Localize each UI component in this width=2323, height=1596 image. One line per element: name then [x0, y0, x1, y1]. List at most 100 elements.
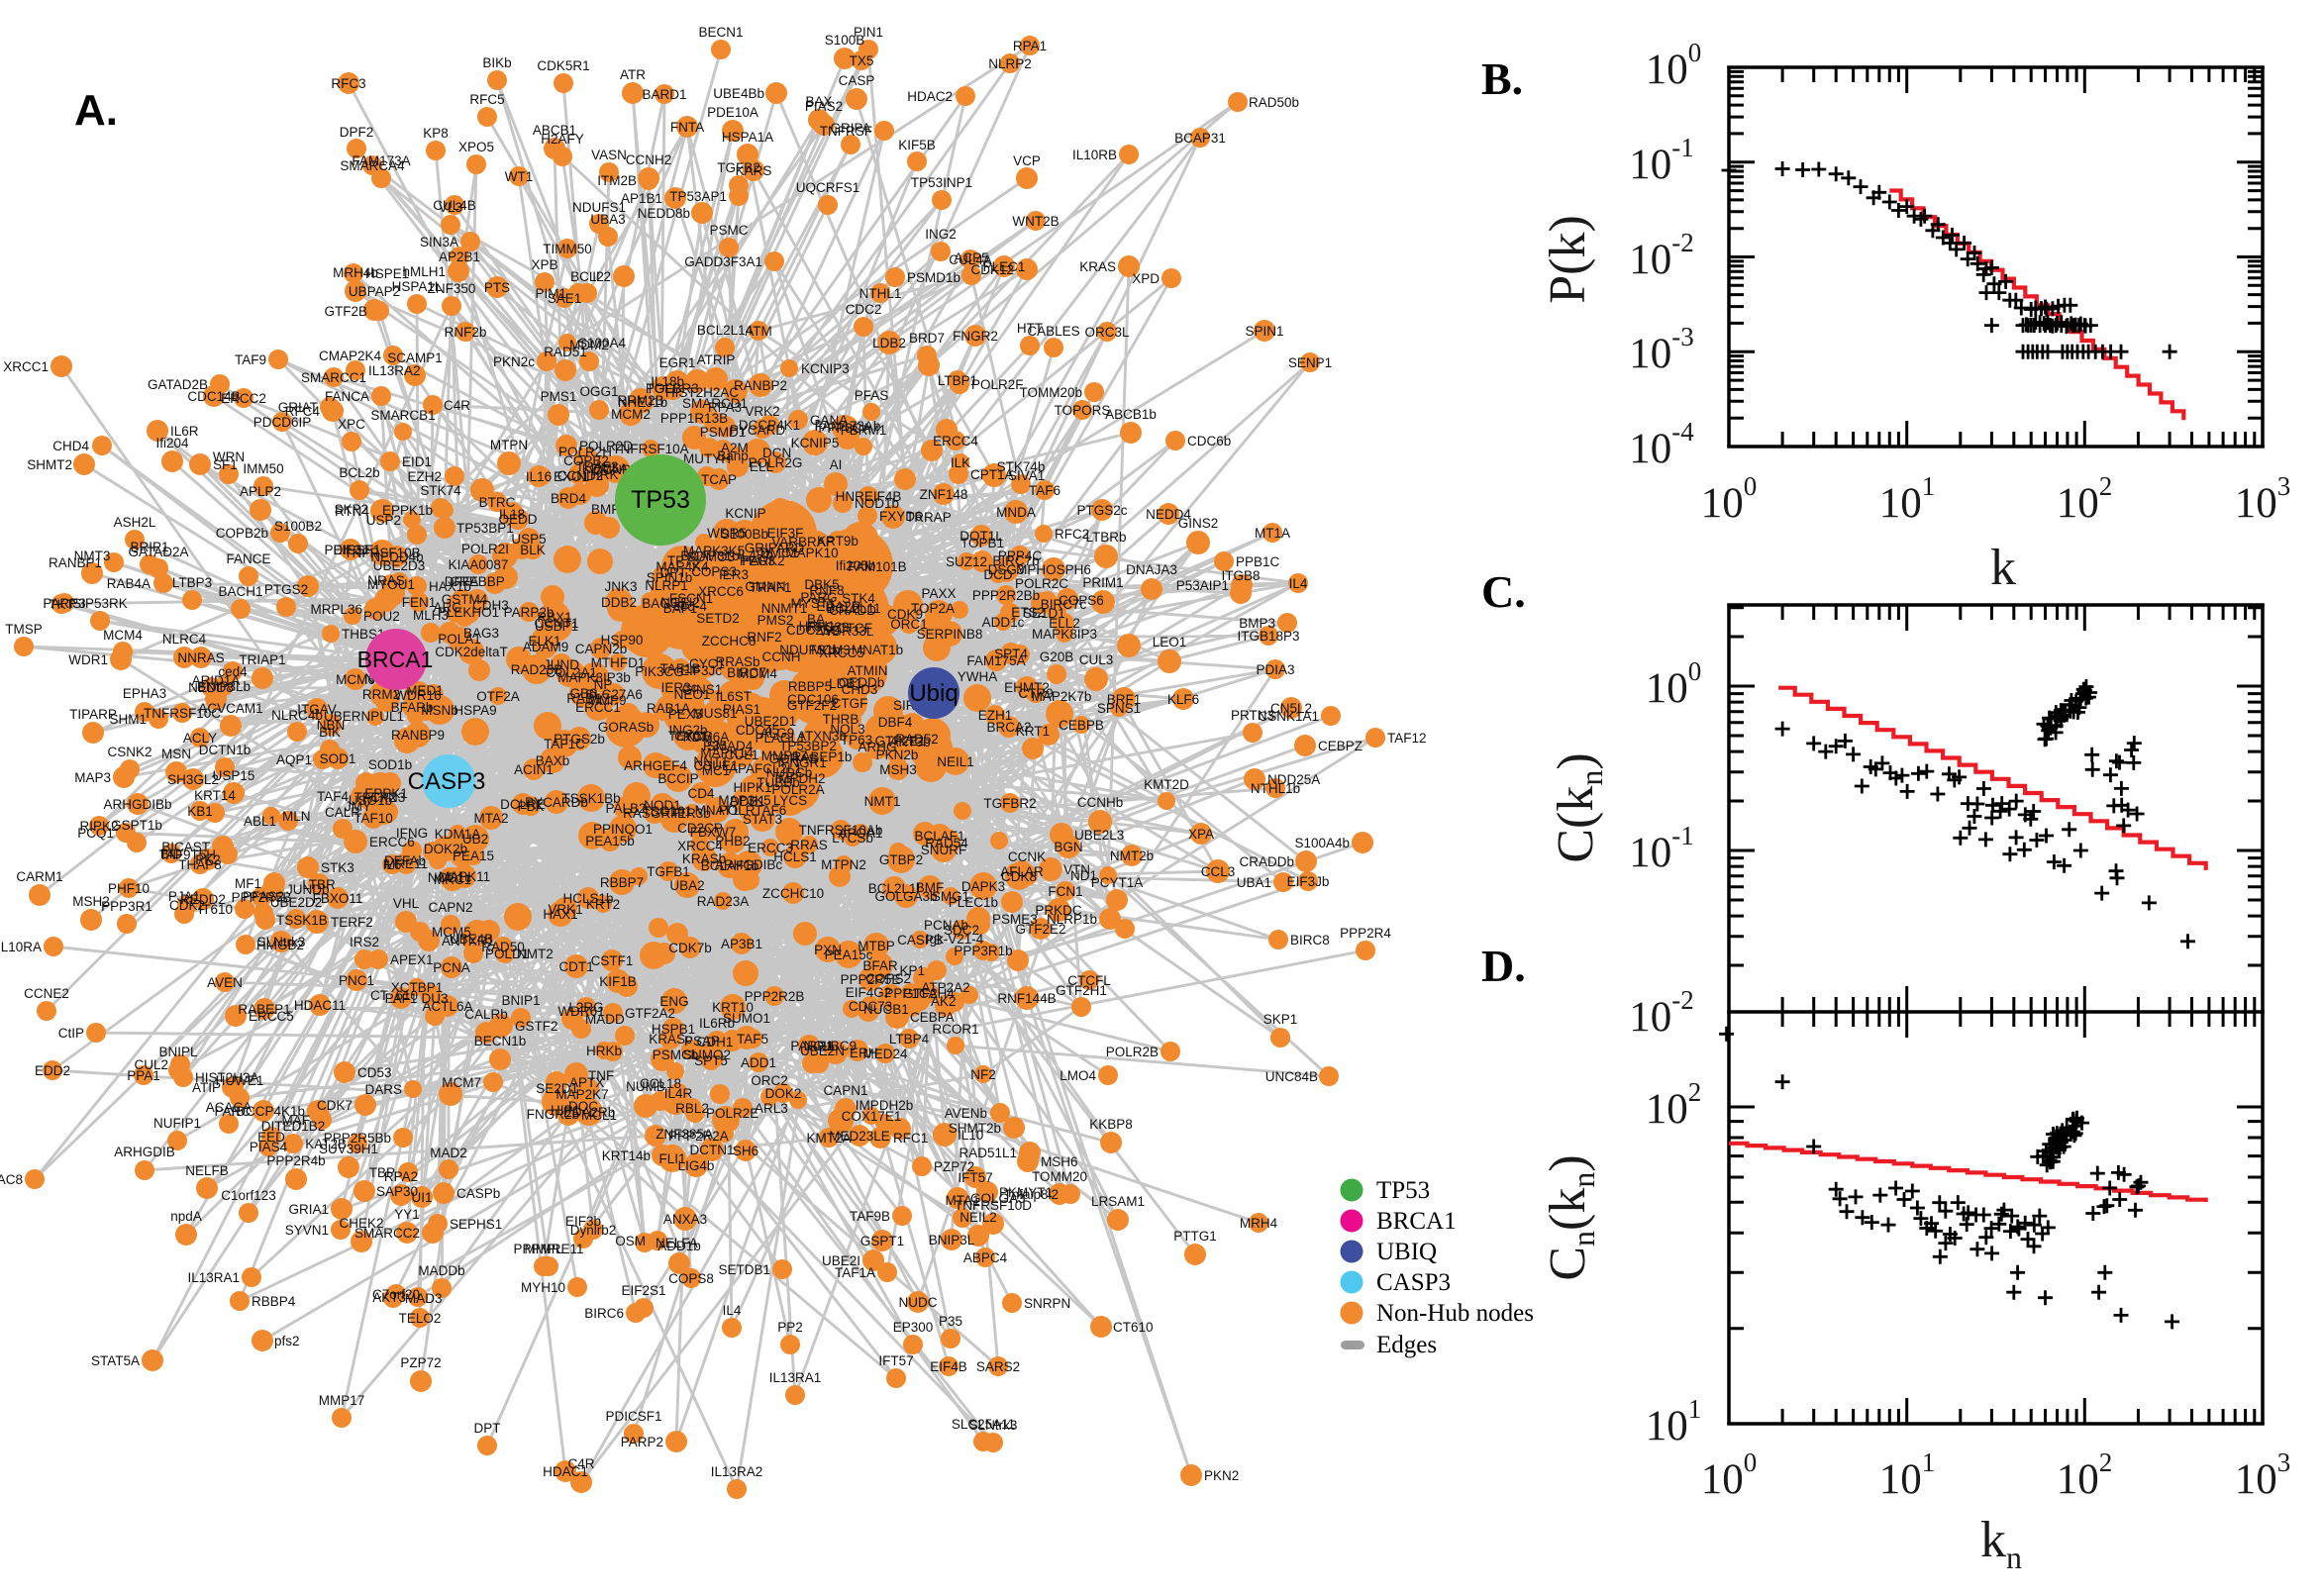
- svg-text:NLRP1: NLRP1: [645, 578, 688, 593]
- svg-text:EDA2Rb: EDA2Rb: [563, 1105, 616, 1120]
- svg-text:CUL1: CUL1: [725, 748, 759, 762]
- svg-text:HSPE1: HSPE1: [365, 266, 409, 281]
- svg-text:MNAT1: MNAT1: [695, 803, 740, 818]
- svg-text:PCNAb: PCNAb: [924, 918, 968, 933]
- svg-text:SPNS1: SPNS1: [1097, 701, 1141, 716]
- svg-text:ELK1: ELK1: [528, 634, 560, 648]
- svg-text:BNIP3L: BNIP3L: [929, 1233, 975, 1247]
- svg-text:SUMO3: SUMO3: [687, 549, 735, 564]
- svg-text:CDK8: CDK8: [1001, 869, 1037, 884]
- svg-text:POLR2B: POLR2B: [1106, 1045, 1159, 1059]
- svg-text:SMAD4: SMAD4: [707, 739, 754, 753]
- svg-text:COX17E1: COX17E1: [842, 1109, 902, 1124]
- svg-text:MAP4K4: MAP4K4: [656, 559, 709, 574]
- svg-text:PKN2: PKN2: [1204, 1468, 1239, 1483]
- svg-text:SLC27A6: SLC27A6: [585, 687, 643, 702]
- svg-text:IFNG: IFNG: [396, 826, 428, 841]
- svg-text:PRTN3: PRTN3: [1231, 708, 1274, 723]
- svg-text:KRT1: KRT1: [1016, 724, 1050, 739]
- svg-text:MSNb: MSNb: [421, 703, 458, 718]
- svg-text:PFAS: PFAS: [855, 388, 889, 403]
- svg-text:BLK: BLK: [520, 543, 546, 557]
- svg-text:Non-Hub nodes: Non-Hub nodes: [1376, 1300, 1534, 1327]
- svg-text:DPT: DPT: [474, 1421, 501, 1436]
- svg-text:ARID1A: ARID1A: [192, 673, 241, 688]
- svg-text:SMG1: SMG1: [932, 889, 969, 904]
- svg-text:ABL1: ABL1: [244, 814, 276, 829]
- svg-text:CCNH: CCNH: [762, 649, 801, 664]
- svg-text:ETS2: ETS2: [1011, 605, 1045, 620]
- svg-text:KRAS: KRAS: [1079, 259, 1116, 274]
- svg-text:STAT5A: STAT5A: [91, 1353, 140, 1368]
- svg-text:FEN1: FEN1: [402, 595, 437, 610]
- svg-text:STK74: STK74: [420, 483, 461, 498]
- svg-text:GRIAT: GRIAT: [278, 400, 318, 415]
- svg-text:FLI1: FLI1: [658, 1151, 685, 1166]
- svg-text:NOD1b: NOD1b: [855, 496, 899, 511]
- svg-text:EZH1: EZH1: [978, 708, 1013, 723]
- svg-text:CUL2: CUL2: [134, 1057, 168, 1072]
- svg-text:AQP1: AQP1: [276, 752, 312, 767]
- svg-text:GTF2E1: GTF2E1: [874, 734, 925, 748]
- svg-text:KAT2B: KAT2B: [305, 1137, 347, 1151]
- svg-text:P53AIP1: P53AIP1: [1176, 578, 1229, 593]
- svg-text:MRH4: MRH4: [1240, 1216, 1278, 1231]
- svg-text:TOMM20b: TOMM20b: [1019, 385, 1082, 400]
- svg-text:RBBP4: RBBP4: [252, 1294, 296, 1309]
- svg-text:EP300: EP300: [893, 1320, 934, 1335]
- svg-text:KLF6: KLF6: [1167, 692, 1199, 707]
- svg-text:L2RG: L2RG: [568, 1000, 603, 1015]
- svg-text:CALRb: CALRb: [464, 1007, 508, 1022]
- svg-text:CtIP: CtIP: [58, 1026, 84, 1041]
- svg-text:TAF5: TAF5: [737, 1032, 768, 1047]
- svg-text:PAF1: PAF1: [385, 991, 418, 1006]
- svg-text:VRK1: VRK1: [548, 902, 582, 917]
- svg-text:SEPHS1: SEPHS1: [450, 1217, 502, 1232]
- svg-text:PEA15c: PEA15c: [825, 948, 873, 962]
- svg-text:GTBP2: GTBP2: [879, 852, 923, 867]
- svg-text:PTGS2: PTGS2: [264, 582, 308, 597]
- svg-text:APLP2: APLP2: [240, 484, 281, 499]
- svg-text:Dynlrb2: Dynlrb2: [570, 1223, 617, 1238]
- svg-text:NOD1c: NOD1c: [428, 870, 472, 885]
- svg-text:NLRC4: NLRC4: [162, 632, 207, 647]
- svg-text:NUFIP1: NUFIP1: [153, 1116, 201, 1131]
- svg-text:SHMT2b: SHMT2b: [949, 1121, 1001, 1136]
- svg-text:ARHGDIBc: ARHGDIBc: [715, 857, 783, 872]
- svg-text:ORC1: ORC1: [890, 617, 928, 632]
- svg-text:PARC: PARC: [214, 1104, 251, 1119]
- svg-text:TCAP: TCAP: [701, 472, 737, 487]
- svg-text:BIRC8: BIRC8: [1290, 933, 1330, 948]
- svg-text:POLR2D: POLR2D: [579, 439, 633, 453]
- svg-text:PSMCb: PSMCb: [653, 1047, 699, 1062]
- svg-text:KCNIP3: KCNIP3: [801, 361, 850, 376]
- svg-text:DCD: DCD: [983, 567, 1012, 582]
- svg-text:KCNIP5: KCNIP5: [791, 436, 840, 450]
- svg-text:ACP5: ACP5: [954, 250, 988, 265]
- svg-text:PYCARD: PYCARD: [730, 423, 786, 438]
- svg-text:CCNK: CCNK: [1008, 849, 1046, 864]
- svg-text:LDB2: LDB2: [872, 336, 906, 350]
- svg-text:NRAS: NRAS: [367, 573, 405, 588]
- svg-text:ADD1b: ADD1b: [657, 1239, 701, 1253]
- svg-text:UBPAP2: UBPAP2: [349, 284, 400, 299]
- svg-text:UBE2L3: UBE2L3: [1074, 828, 1124, 843]
- svg-text:RAD23B: RAD23B: [511, 662, 563, 677]
- svg-text:COPB2: COPB2: [563, 453, 609, 468]
- svg-text:SF1: SF1: [213, 457, 238, 472]
- svg-text:HSPB1: HSPB1: [652, 1022, 695, 1037]
- svg-text:EIF3Jb: EIF3Jb: [1287, 874, 1330, 889]
- svg-text:RFC5: RFC5: [469, 92, 504, 107]
- svg-text:VASN: VASN: [591, 148, 627, 162]
- svg-text:HCLS1: HCLS1: [773, 849, 817, 864]
- svg-text:FCN1: FCN1: [1048, 884, 1082, 899]
- svg-text:PIM1: PIM1: [535, 286, 566, 301]
- svg-text:TAF9T5H: TAF9T5H: [158, 848, 216, 862]
- svg-text:RRASb: RRASb: [715, 654, 759, 669]
- svg-text:WDR1: WDR1: [68, 652, 108, 667]
- svg-text:NNMT1: NNMT1: [761, 601, 808, 616]
- svg-text:OEDDb: OEDDb: [839, 675, 885, 690]
- svg-text:BIRC6: BIRC6: [584, 1306, 624, 1321]
- svg-text:MTA1: MTA1: [945, 1193, 979, 1208]
- svg-text:RAD23A: RAD23A: [697, 894, 750, 909]
